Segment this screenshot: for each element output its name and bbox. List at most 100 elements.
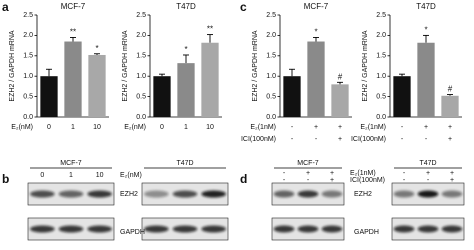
chart-title: MCF-7 (61, 2, 86, 11)
significance: # (338, 72, 343, 81)
lane-label: + (330, 177, 334, 184)
bar (201, 42, 219, 117)
x-row-value: - (401, 124, 404, 131)
bar (64, 41, 82, 117)
y-tick-label: 2.5 (136, 12, 146, 19)
blot-band (201, 190, 226, 198)
x-row-label: ICI(100nM) (351, 136, 386, 143)
bar (331, 84, 349, 117)
y-tick-label: 1.0 (136, 73, 146, 80)
y-tick-label: 0.5 (266, 93, 276, 100)
blot-band (87, 190, 112, 198)
x-tick-label: 0 (47, 124, 51, 131)
blot-band (172, 190, 198, 198)
x-tick-label: 0 (160, 124, 164, 131)
blot-band (30, 190, 55, 198)
cell-line-title: MCF-7 (297, 160, 318, 167)
bar (417, 42, 435, 117)
x-row-value: - (291, 136, 294, 143)
x-axis-label: E₂(nM) (11, 124, 33, 131)
blot-band (172, 225, 198, 233)
x-row-value: - (401, 136, 404, 143)
x-tick-label: 1 (184, 124, 188, 131)
protein-label: EZH2 (354, 191, 372, 198)
lane-label: - (283, 177, 286, 184)
panel-letter: a (2, 0, 9, 14)
y-tick-label: 1.5 (266, 53, 276, 60)
lane-label: + (426, 170, 430, 177)
y-tick-label: 2.5 (23, 12, 33, 19)
x-tick-label: 1 (71, 124, 75, 131)
panel-letter: c (240, 0, 247, 14)
y-tick-label: 0.0 (136, 114, 146, 121)
lane-label: - (283, 170, 286, 177)
x-tick-label: 10 (93, 124, 101, 131)
x-row-label: ICI(100nM) (241, 136, 276, 143)
y-axis-label: EZH2 / GAPDH mRNA (362, 30, 369, 102)
blot-band (87, 225, 112, 233)
blot-band (144, 190, 169, 198)
x-row-value: + (448, 136, 452, 143)
protein-label: GAPDH (354, 229, 379, 236)
cell-line-title: MCF-7 (60, 160, 81, 167)
treatment-label: E₂(1nM) (350, 170, 376, 177)
lane-label: + (330, 170, 334, 177)
x-row-label: E₂(1nM) (250, 124, 276, 131)
protein-label: GAPDH (120, 229, 145, 236)
significance: ** (207, 25, 213, 34)
bar (441, 95, 459, 117)
blot-band (441, 190, 463, 198)
lane-label: 1 (69, 172, 73, 179)
chart-title: T47D (416, 2, 436, 11)
y-axis-label: EZH2 / GAPDH mRNA (9, 30, 16, 102)
lane-label: 10 (96, 172, 104, 179)
y-tick-label: 1.0 (376, 73, 386, 80)
lane-label: 0 (40, 172, 44, 179)
lane-label: - (427, 177, 430, 184)
lane-label: - (403, 170, 406, 177)
y-tick-label: 1.0 (266, 73, 276, 80)
y-tick-label: 1.5 (23, 53, 33, 60)
cell-line-title: T47D (176, 160, 193, 167)
blot-band (441, 225, 463, 233)
bar (88, 54, 106, 117)
y-axis-label: EZH2 / GAPDH mRNA (252, 30, 259, 102)
x-tick-label: 10 (206, 124, 214, 131)
y-tick-label: 0.0 (266, 114, 276, 121)
y-tick-label: 2.0 (376, 32, 386, 39)
significance: * (424, 26, 427, 35)
blot-band (417, 190, 439, 198)
lane-label: + (450, 177, 454, 184)
significance: # (448, 85, 453, 94)
y-tick-label: 2.0 (136, 32, 146, 39)
significance: ** (70, 28, 76, 37)
y-tick-label: 2.5 (266, 12, 276, 19)
x-row-value: + (338, 124, 342, 131)
bar (40, 76, 58, 117)
significance: * (184, 45, 187, 54)
blot-band (321, 190, 343, 198)
y-tick-label: 2.0 (23, 32, 33, 39)
bar (283, 76, 301, 117)
blot-band (58, 225, 84, 233)
significance: * (95, 44, 98, 53)
x-row-value: - (425, 136, 428, 143)
x-row-value: + (314, 124, 318, 131)
lane-label: + (306, 170, 310, 177)
y-tick-label: 1.5 (376, 53, 386, 60)
treatment-label: ICI(100nM) (350, 177, 385, 184)
bar (177, 63, 195, 117)
cell-line-title: T47D (419, 160, 436, 167)
treatment-label: E₂(nM) (120, 172, 142, 179)
significance: * (314, 28, 317, 37)
panel-letter: d (240, 172, 247, 186)
lane-label: + (450, 170, 454, 177)
bar (393, 76, 411, 117)
blot-band (393, 190, 415, 198)
chart-title: MCF-7 (304, 2, 329, 11)
lane-label: - (307, 177, 310, 184)
y-tick-label: 0.5 (136, 93, 146, 100)
y-tick-label: 0.0 (23, 114, 33, 121)
bar (153, 76, 171, 117)
x-row-label: E₂(1nM) (360, 124, 386, 131)
